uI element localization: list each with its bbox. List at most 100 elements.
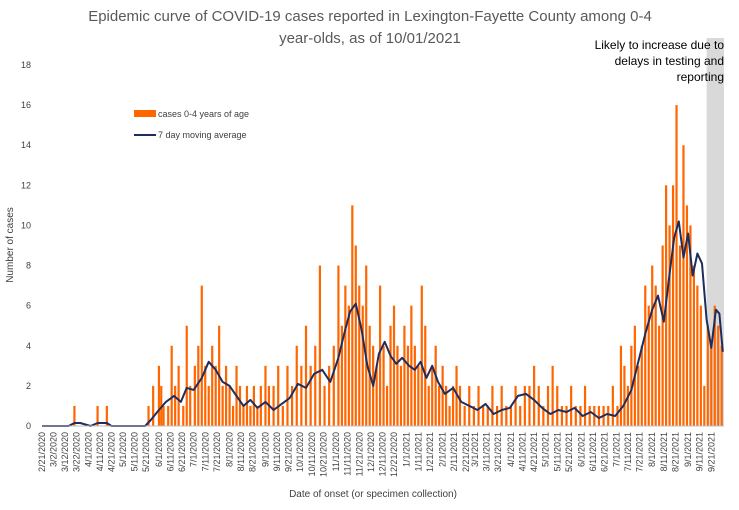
bar-2020-11-03 <box>337 265 340 426</box>
bar-2021-04-09 <box>519 405 522 426</box>
bar-2020-12-24 <box>396 345 399 426</box>
x-tick-label: 1/11/2021 <box>413 432 423 471</box>
bar-2021-07-02 <box>616 405 619 426</box>
x-tick-label: 3/2/2020 <box>49 432 59 467</box>
bar-2020-11-06 <box>340 325 343 426</box>
bar-2021-09-21 <box>710 345 713 426</box>
x-tick-label: 8/11/2021 <box>659 432 669 471</box>
bar-2020-05-23 <box>147 405 150 426</box>
bar-2020-06-28 <box>189 385 192 426</box>
bar-2020-09-01 <box>264 365 267 426</box>
bar-2020-07-26 <box>221 385 224 426</box>
x-tick-label: 4/21/2021 <box>529 432 539 472</box>
bar-2021-02-01 <box>441 365 444 426</box>
x-tick-label: 4/11/2020 <box>95 432 105 471</box>
bar-2021-04-17 <box>528 385 531 426</box>
bar-2021-04-21 <box>533 365 536 426</box>
bar-2020-11-09 <box>344 285 347 426</box>
bar-2020-12-21 <box>392 305 396 426</box>
bar-2021-03-08 <box>482 405 485 426</box>
bar-2020-08-16 <box>245 385 249 426</box>
x-tick-label: 4/11/2021 <box>518 432 528 471</box>
bar-2021-07-26 <box>644 285 647 426</box>
x-tick-label: 8/21/2021 <box>670 432 680 472</box>
bar-2020-09-16 <box>281 405 284 426</box>
bar-2021-02-07 <box>448 405 451 426</box>
bar-2021-08-10 <box>661 245 664 426</box>
legend: cases 0-4 years of age 7 day moving avera… <box>134 109 249 140</box>
bar-2020-07-11 <box>204 365 207 426</box>
bar-2020-07-08 <box>200 285 203 426</box>
x-tick-label: 9/1/2020 <box>260 432 270 467</box>
chart-title: Epidemic curve of COVID-19 cases reporte… <box>88 8 652 47</box>
x-tick-label: 6/1/2021 <box>577 432 587 467</box>
annotation-line-2: delays in testing and <box>615 54 724 68</box>
bar-2020-12-27 <box>399 365 403 426</box>
bar-2021-02-04 <box>445 385 448 426</box>
axes: 0 2 4 6 8 10 12 14 16 18 2/21/2020 3/2/2020 3/12/202… <box>5 60 724 500</box>
bar-2020-10-18 <box>318 265 321 426</box>
y-tick-label-8: 8 <box>26 261 31 271</box>
bar-2020-10-10 <box>309 365 312 426</box>
bar-2020-10-26 <box>328 365 331 426</box>
x-tick-label: 4/1/2021 <box>506 432 516 467</box>
bar-2021-01-02 <box>406 345 409 426</box>
bar-2021-01-29 <box>438 385 441 426</box>
x-tick-label: 8/11/2020 <box>236 432 246 471</box>
bar-2020-04-09 <box>96 405 99 426</box>
x-tick-label: 7/11/2020 <box>200 432 210 471</box>
bar-2021-09-30 <box>720 345 723 426</box>
bar-2021-02-16 <box>458 385 462 426</box>
y-axis-title: Number of cases <box>5 207 16 283</box>
bar-2020-12-06 <box>375 365 378 426</box>
bar-2021-07-11 <box>626 385 629 426</box>
x-tick-label: 8/21/2020 <box>248 432 258 472</box>
bar-2020-08-10 <box>238 385 242 426</box>
x-tick-label: 4/1/2020 <box>83 432 93 467</box>
bar-2021-09-18 <box>706 325 709 426</box>
legend-label-cases: cases 0-4 years of age <box>158 109 249 119</box>
bar-2021-06-12 <box>593 405 596 426</box>
x-tick-label: 3/1/2021 <box>470 432 480 467</box>
bar-2021-09-24 <box>713 305 716 426</box>
y-tick-label-4: 4 <box>26 341 31 351</box>
bar-2021-05-11 <box>556 385 559 426</box>
bar-2021-08-19 <box>671 185 675 426</box>
shaded-region-layer <box>706 38 724 426</box>
bar-2021-06-24 <box>607 405 610 426</box>
bar-2021-05-31 <box>579 405 582 426</box>
bar-2020-05-27 <box>152 385 155 426</box>
bar-2020-06-22 <box>182 405 185 426</box>
bar-2021-03-12 <box>486 405 489 426</box>
bar-2021-09-03 <box>689 225 692 426</box>
bar-2020-09-24 <box>291 385 294 426</box>
bar-2021-07-05 <box>619 345 623 426</box>
annotation-line-3: reporting <box>677 70 724 84</box>
bar-2021-09-12 <box>699 305 702 426</box>
bar-2021-01-14 <box>420 285 423 426</box>
bar-2021-05-03 <box>546 385 550 426</box>
bar-2021-02-13 <box>455 365 458 426</box>
bar-2021-08-28 <box>682 145 685 426</box>
bar-2020-11-24 <box>361 305 364 426</box>
x-tick-label: 10/11/2020 <box>307 432 317 476</box>
bar-2021-01-26 <box>434 345 437 426</box>
bar-2020-07-05 <box>197 345 200 426</box>
x-tick-label: 6/11/2020 <box>166 432 176 471</box>
bar-2021-04-05 <box>514 385 517 426</box>
bar-2021-01-05 <box>410 305 413 426</box>
bar-2021-01-11 <box>417 365 420 426</box>
x-tick-label: 12/11/2020 <box>377 432 387 476</box>
delay-annotation: Likely to increase due to delays in testi… <box>595 38 725 84</box>
bar-2021-04-25 <box>537 385 540 426</box>
bar-2020-06-25 <box>185 325 188 426</box>
x-tick-label: 3/12/2020 <box>60 432 70 472</box>
x-tick-label: 11/21/2020 <box>354 432 364 476</box>
bar-2021-08-22 <box>675 105 678 426</box>
bar-2021-05-23 <box>570 385 573 426</box>
x-tick-label: 6/11/2021 <box>588 432 598 471</box>
x-tick-label: 2/1/2021 <box>438 432 448 467</box>
bar-2021-06-28 <box>611 385 614 426</box>
bar-2020-08-22 <box>252 385 255 426</box>
x-tick-label: 1/1/2021 <box>402 432 412 467</box>
